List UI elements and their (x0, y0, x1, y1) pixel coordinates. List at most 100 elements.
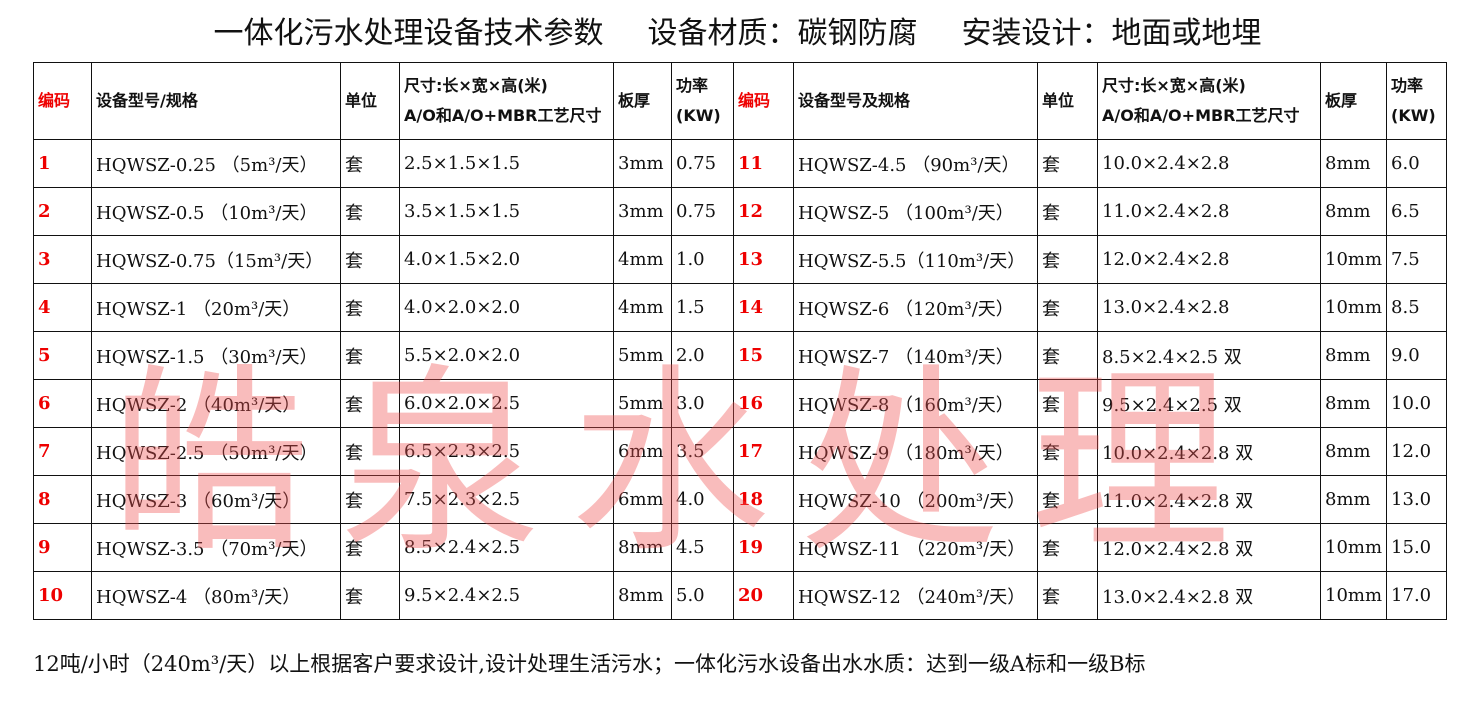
cell-model: HQWSZ-2.5 （50m³/天） (91, 427, 341, 476)
header-row: 编码 设备型号/规格 单位 尺寸:长×宽×高(米) A/O和A/O+MBR工艺尺寸… (33, 62, 1448, 140)
header-size: 尺寸:长×宽×高(米) A/O和A/O+MBR工艺尺寸 (399, 62, 614, 140)
cell-thickness: 4mm (613, 283, 672, 332)
cell-thickness: 10mm (1319, 283, 1388, 332)
header-size-line1: 尺寸:长×宽×高(米) (1102, 76, 1246, 95)
cell-model: HQWSZ-0.25 （5m³/天） (91, 139, 341, 188)
cell-unit: 套 (1037, 283, 1098, 332)
cell-unit: 套 (1037, 187, 1098, 236)
table-row: 8 HQWSZ-3 （60m³/天）套 7.5×2.3×2.5 6mm 4.0 18 HQW… (33, 475, 1448, 524)
table-row: 4 HQWSZ-1 （20m³/天）套 4.0×2.0×2.0 4mm 1.5 14 HQW… (33, 283, 1448, 332)
cell-unit: 套 (340, 379, 400, 428)
cell-model: HQWSZ-11 （220m³/天） (793, 523, 1038, 572)
cell-thickness: 8mm (1319, 475, 1388, 524)
cell-size: 8.5×2.4×2.5 (399, 523, 614, 572)
header-power-line1: 功率 (676, 76, 709, 95)
cell-model: HQWSZ-0.5 （10m³/天） (91, 187, 341, 236)
cell-unit: 套 (340, 283, 400, 332)
cell-model: HQWSZ-0.75（15m³/天） (91, 235, 341, 284)
title-install: 安装设计：地面或地埋 (961, 16, 1262, 51)
cell-size: 13.0×2.4×2.8 双 (1097, 571, 1321, 620)
cell-thickness: 10mm (1319, 571, 1388, 620)
cell-model: HQWSZ-3 （60m³/天） (91, 475, 341, 524)
cell-model: HQWSZ-7 （140m³/天） (793, 331, 1038, 380)
table-row: 1 HQWSZ-0.25 （5m³/天）套 2.5×1.5×1.5 3mm 0.75 11… (33, 139, 1448, 188)
table-row: 10 HQWSZ-4 （80m³/天）套 9.5×2.4×2.5 8mm 5.0 20 HQ… (33, 571, 1448, 620)
cell-code: 20 (733, 571, 794, 620)
cell-model: HQWSZ-9 （180m³/天） (793, 427, 1038, 476)
table-row: 6 HQWSZ-2 （40m³/天）套 6.0×2.0×2.5 5mm 3.0 16 HQW… (33, 379, 1448, 428)
cell-power: 12.0 (1386, 427, 1448, 476)
cell-code: 10 (33, 571, 92, 620)
cell-code: 3 (33, 235, 92, 284)
cell-size: 13.0×2.4×2.8 (1097, 283, 1321, 332)
cell-power: 6.5 (1386, 187, 1448, 236)
header-thickness: 板厚 (1319, 62, 1388, 140)
cell-code: 11 (733, 139, 794, 188)
cell-size: 3.5×1.5×1.5 (399, 187, 614, 236)
cell-power: 0.75 (671, 187, 734, 236)
cell-power: 10.0 (1386, 379, 1448, 428)
cell-size: 5.5×2.0×2.0 (399, 331, 614, 380)
cell-size: 4.0×1.5×2.0 (399, 235, 614, 284)
cell-thickness: 5mm (613, 379, 672, 428)
cell-power: 8.5 (1386, 283, 1448, 332)
title-main: 一体化污水处理设备技术参数 (213, 16, 604, 51)
footer-note: 12吨/小时（240m³/天）以上根据客户要求设计,设计处理生活污水；一体化污水… (33, 652, 1146, 676)
table-row: 2 HQWSZ-0.5 （10m³/天）套 3.5×1.5×1.5 3mm 0.75 12… (33, 187, 1448, 236)
cell-unit: 套 (1037, 571, 1098, 620)
header-size-line1: 尺寸:长×宽×高(米) (404, 76, 548, 95)
header-code: 编码 (33, 62, 92, 140)
cell-thickness: 8mm (1319, 187, 1388, 236)
cell-thickness: 6mm (613, 475, 672, 524)
cell-model: HQWSZ-4 （80m³/天） (91, 571, 341, 620)
header-power-line2: (KW) (676, 106, 721, 125)
cell-size: 11.0×2.4×2.8 (1097, 187, 1321, 236)
cell-code: 1 (33, 139, 92, 188)
cell-model: HQWSZ-2 （40m³/天） (91, 379, 341, 428)
header-size-line2: A/O和A/O+MBR工艺尺寸 (1102, 106, 1300, 125)
cell-model: HQWSZ-6 （120m³/天） (793, 283, 1038, 332)
cell-power: 5.0 (671, 571, 734, 620)
cell-unit: 套 (1037, 427, 1098, 476)
spec-table: 编码 设备型号/规格 单位 尺寸:长×宽×高(米) A/O和A/O+MBR工艺尺寸… (33, 62, 1448, 620)
cell-power: 7.5 (1386, 235, 1448, 284)
header-unit: 单位 (1037, 62, 1098, 140)
cell-code: 16 (733, 379, 794, 428)
cell-thickness: 10mm (1319, 523, 1388, 572)
cell-size: 6.5×2.3×2.5 (399, 427, 614, 476)
table-row: 5 HQWSZ-1.5 （30m³/天）套 5.5×2.0×2.0 5mm 2.0 15 H… (33, 331, 1448, 380)
cell-size: 6.0×2.0×2.5 (399, 379, 614, 428)
header-power: 功率 (KW) (671, 62, 734, 140)
cell-power: 0.75 (671, 139, 734, 188)
cell-thickness: 8mm (1319, 427, 1388, 476)
cell-unit: 套 (1037, 379, 1098, 428)
cell-thickness: 3mm (613, 139, 672, 188)
cell-model: HQWSZ-5.5（110m³/天） (793, 235, 1038, 284)
header-power-line1: 功率 (1391, 76, 1424, 95)
header-model: 设备型号及规格 (793, 62, 1038, 140)
cell-model: HQWSZ-1.5 （30m³/天） (91, 331, 341, 380)
cell-unit: 套 (340, 475, 400, 524)
title-material: 设备材质：碳钢防腐 (647, 16, 918, 51)
cell-size: 10.0×2.4×2.8 (1097, 139, 1321, 188)
cell-model: HQWSZ-10 （200m³/天） (793, 475, 1038, 524)
cell-size: 10.0×2.4×2.8 双 (1097, 427, 1321, 476)
cell-thickness: 8mm (1319, 331, 1388, 380)
cell-thickness: 5mm (613, 331, 672, 380)
cell-code: 4 (33, 283, 92, 332)
cell-model: HQWSZ-8 （160m³/天） (793, 379, 1038, 428)
cell-model: HQWSZ-12 （240m³/天） (793, 571, 1038, 620)
header-power-line2: (KW) (1391, 106, 1436, 125)
cell-power: 3.5 (671, 427, 734, 476)
cell-code: 19 (733, 523, 794, 572)
cell-code: 8 (33, 475, 92, 524)
cell-power: 4.5 (671, 523, 734, 572)
cell-code: 13 (733, 235, 794, 284)
cell-unit: 套 (340, 235, 400, 284)
cell-thickness: 8mm (1319, 139, 1388, 188)
cell-unit: 套 (340, 187, 400, 236)
header-thickness: 板厚 (613, 62, 672, 140)
cell-power: 3.0 (671, 379, 734, 428)
cell-code: 9 (33, 523, 92, 572)
header-size: 尺寸:长×宽×高(米) A/O和A/O+MBR工艺尺寸 (1097, 62, 1321, 140)
